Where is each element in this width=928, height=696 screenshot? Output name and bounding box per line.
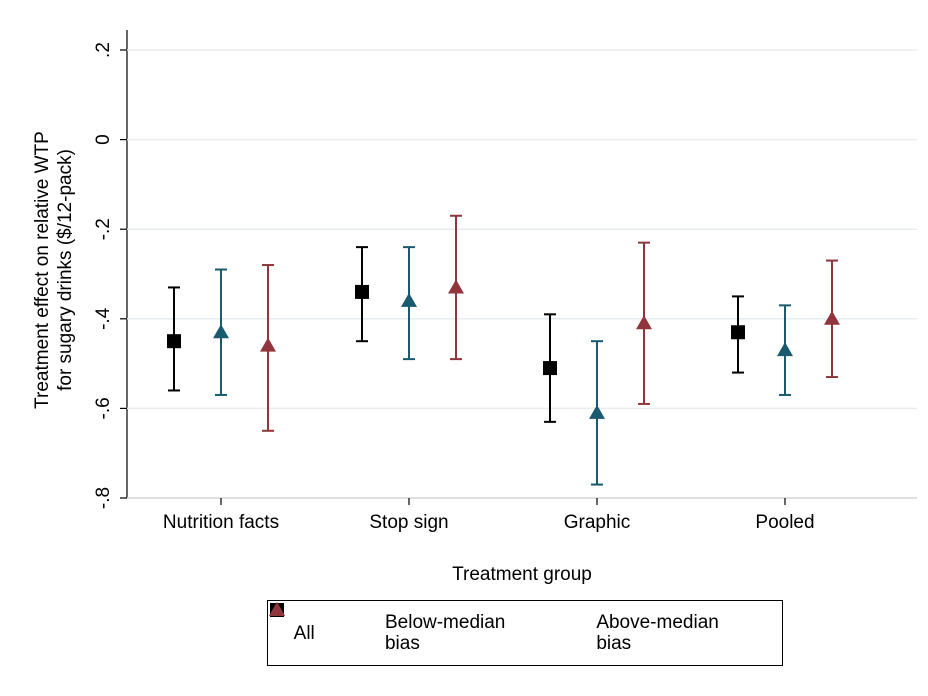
point [213, 324, 229, 339]
point [260, 337, 276, 352]
x-axis-title: Treatment group [452, 564, 592, 585]
legend-label: All [293, 622, 315, 644]
y-tick-label: -.4 [93, 307, 114, 330]
y-axis-title: Treatment effect on relative WTP [32, 131, 53, 409]
y-tick-label: 0 [93, 134, 114, 145]
point [636, 315, 652, 330]
point [777, 342, 793, 357]
x-tick-label: Pooled [755, 512, 815, 533]
legend-symbol [269, 602, 285, 616]
x-tick-label: Stop sign [369, 512, 449, 533]
y-tick-label: -.2 [93, 218, 114, 240]
y-axis-title: for sugary drinks ($/12-pack) [55, 149, 76, 391]
legend-item: All [270, 603, 334, 644]
x-tick-label: Graphic [563, 512, 631, 533]
point [543, 361, 557, 376]
point [824, 310, 840, 325]
y-tick-label: .2 [93, 42, 114, 58]
point [401, 292, 417, 307]
point [589, 404, 605, 419]
legend: All Below-median bias Above-median bias [267, 600, 783, 666]
legend-label: Above-median bias [596, 612, 719, 654]
legend-item: Below-median bias [269, 602, 545, 654]
legend-label: Below-median bias [384, 612, 506, 654]
point [448, 279, 464, 294]
y-tick-label: -.8 [93, 487, 114, 509]
point [731, 325, 745, 340]
legend-marker [269, 602, 285, 616]
legend-item: Above-median bias [269, 602, 756, 654]
x-tick-label: Nutrition facts [162, 512, 280, 533]
point [167, 334, 181, 349]
y-tick-label: -.6 [93, 397, 114, 419]
point [355, 284, 369, 299]
